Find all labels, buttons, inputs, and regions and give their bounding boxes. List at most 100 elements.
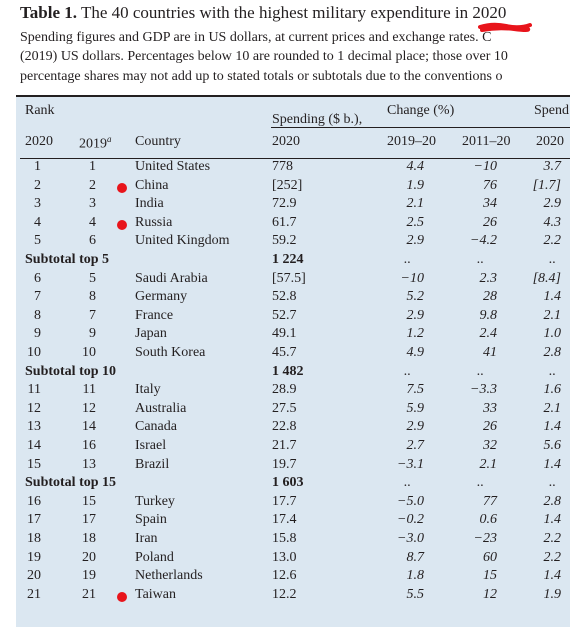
table-row: 13 14 Canada 22.8 2.9 26 1.4	[0, 419, 570, 438]
table-row: 15 13 Brazil 19.7 −3.1 2.1 1.4	[0, 457, 570, 476]
change-2019-20: −0.2	[397, 512, 424, 528]
spending-value: 17.4	[272, 512, 297, 528]
rank-2019: 13	[82, 456, 96, 472]
table-row: 2 2 China [252] 1.9 76 [1.7]	[0, 178, 570, 197]
spending-value: 27.5	[272, 400, 297, 416]
subtotal-change-2011-20: ..	[477, 475, 484, 491]
spending-value: 12.2	[272, 586, 297, 602]
change-2019-20: 4.4	[406, 159, 425, 174]
change-2019-20: 4.9	[406, 345, 425, 360]
table-row: 18 18 Iran 15.8 −3.0 −23 2.2	[0, 531, 570, 550]
spending-share: [1.7]	[532, 177, 561, 193]
change-2019-20: 2.1	[406, 196, 425, 212]
spending-share: 2.8	[543, 345, 562, 360]
country-name: Brazil	[135, 456, 170, 472]
country-name: Australia	[135, 400, 187, 416]
table-row: 3 3 India 72.9 2.1 34 2.9	[0, 196, 570, 215]
rank-2019: 15	[82, 493, 96, 509]
spending-value: 778	[272, 159, 293, 174]
rank-2019: 3	[89, 196, 96, 212]
header-change-2011-20: 2011–20	[462, 134, 511, 149]
change-2019-20: 8.7	[406, 549, 425, 565]
rank-2020: 16	[27, 493, 41, 509]
spending-share: 2.9	[543, 196, 562, 212]
change-2011-20: 2.3	[479, 270, 498, 286]
change-2011-20: −23	[473, 531, 497, 546]
subtotal-spending: 1 482	[272, 363, 304, 379]
subtotal-label: Subtotal top 15	[25, 475, 117, 491]
country-name: India	[135, 196, 164, 212]
header-rank-2020: 2020	[25, 134, 53, 149]
change-2019-20: 2.5	[406, 214, 425, 230]
rank-2020: 20	[27, 568, 41, 584]
table-row: 12 12 Australia 27.5 5.9 33 2.1	[0, 401, 570, 420]
change-2019-20: 1.9	[406, 177, 425, 193]
country-name: Poland	[135, 549, 174, 565]
spending-value: 59.2	[272, 233, 297, 249]
spending-share: 3.7	[543, 159, 562, 174]
rank-2020: 2	[34, 177, 41, 193]
spending-share: 2.8	[543, 493, 562, 509]
spending-value: 17.7	[272, 493, 297, 509]
change-2019-20: 1.8	[406, 568, 425, 584]
header-share-year: 2020	[536, 134, 564, 149]
rank-2019: 8	[89, 289, 96, 305]
rank-2019: 17	[82, 512, 96, 528]
change-2011-20: 60	[483, 549, 497, 565]
table-row: 10 10 South Korea 45.7 4.9 41 2.8	[0, 345, 570, 364]
spending-share: 2.2	[543, 549, 562, 565]
spending-share: 1.4	[543, 456, 562, 472]
change-2011-20: 28	[483, 289, 497, 305]
change-2019-20: 5.2	[406, 289, 425, 305]
rank-2019: 7	[89, 307, 96, 323]
change-2011-20: 77	[483, 493, 497, 509]
spending-share: 1.4	[543, 568, 562, 584]
spending-share: 1.0	[543, 326, 562, 342]
table-top-rule	[16, 95, 570, 97]
subtotal-spending: 1 224	[272, 252, 304, 267]
change-2011-20: 9.8	[479, 307, 498, 323]
rank-2020: 1	[34, 159, 41, 174]
red-dot-marker	[117, 219, 127, 230]
spending-value: 49.1	[272, 326, 297, 342]
change-2011-20: 12	[483, 586, 497, 602]
spending-share: 1.4	[543, 419, 562, 435]
rank-2020: 11	[27, 382, 41, 398]
header-rank-2019: 2019a	[79, 134, 112, 152]
subtotal-label: Subtotal top 5	[25, 252, 110, 267]
rank-2020: 7	[34, 289, 41, 305]
change-2019-20: 2.9	[406, 233, 425, 249]
subtotal-row: Subtotal top 5 1 224......	[0, 252, 570, 271]
subtotal-share: ..	[549, 363, 556, 379]
change-2011-20: 34	[483, 196, 497, 212]
country-name: Taiwan	[135, 586, 177, 602]
country-name: Saudi Arabia	[135, 270, 208, 286]
change-2019-20: −5.0	[397, 493, 424, 509]
spending-value: 52.7	[272, 307, 297, 323]
rank-2020: 21	[27, 586, 41, 602]
rank-2020: 8	[34, 307, 41, 323]
red-dot-marker	[117, 182, 127, 193]
rank-2019: 11	[82, 382, 96, 398]
red-underline-annotation	[478, 22, 532, 32]
change-2011-20: 2.4	[479, 326, 498, 342]
change-2019-20: −10	[400, 270, 424, 286]
country-name: Netherlands	[135, 568, 203, 584]
change-2011-20: 33	[483, 400, 497, 416]
table-row: 4 4 Russia 61.7 2.5 26 4.3	[0, 215, 570, 234]
subtotal-share: ..	[549, 475, 556, 491]
rank-2019: 12	[82, 400, 96, 416]
country-name: Spain	[135, 512, 167, 528]
spending-value: 22.8	[272, 419, 297, 435]
spending-value: 12.6	[272, 568, 297, 584]
table-row: 9 9 Japan 49.1 1.2 2.4 1.0	[0, 326, 570, 345]
spending-value: 19.7	[272, 456, 297, 472]
table-row: 8 7 France 52.7 2.9 9.8 2.1	[0, 308, 570, 327]
rank-2019: 6	[89, 233, 96, 249]
country-name: Turkey	[135, 493, 175, 509]
spending-value: 61.7	[272, 214, 297, 230]
rank-2019: 18	[82, 531, 96, 546]
country-name: Germany	[135, 289, 188, 305]
change-2011-20: 15	[483, 568, 497, 584]
table-row: 7 8 Germany 52.8 5.2 28 1.4	[0, 289, 570, 308]
